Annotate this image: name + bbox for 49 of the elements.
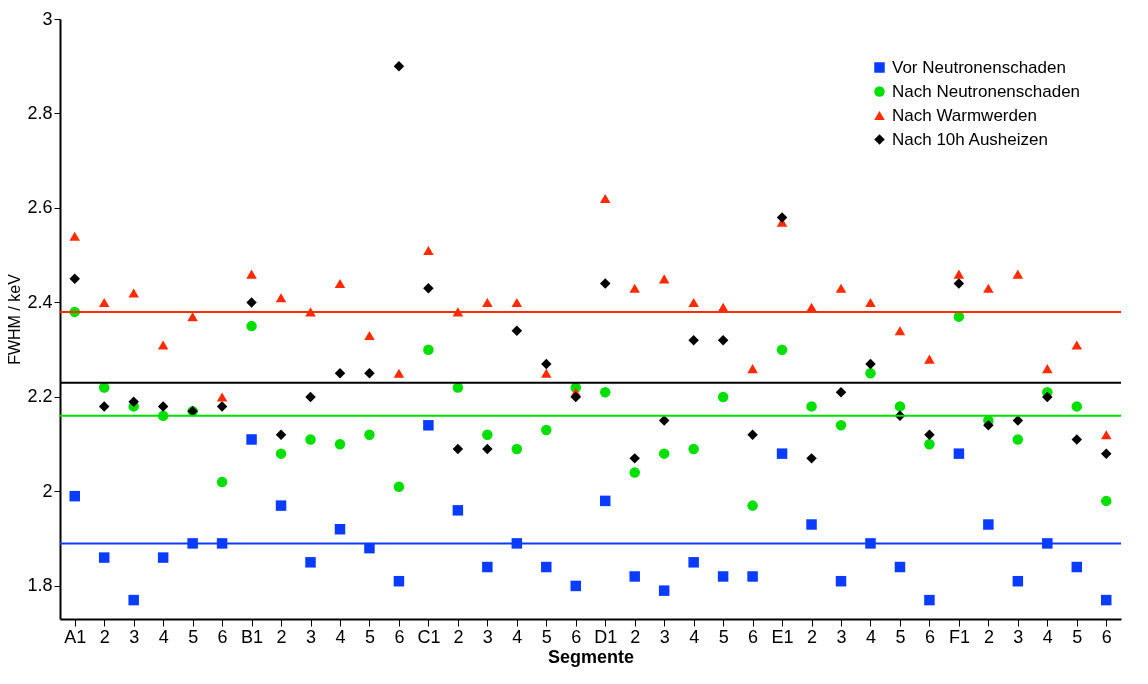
y-axis-title: FWHM / keV xyxy=(6,273,24,365)
y-tick-label: 2.2 xyxy=(27,386,53,407)
x-tick-label: 2 xyxy=(630,626,641,647)
x-tick-label: 5 xyxy=(541,626,552,647)
x-tick-label: E1 xyxy=(771,626,794,647)
x-tick-label: 3 xyxy=(836,626,847,647)
y-tick-label: 3 xyxy=(42,8,53,29)
legend-label: Vor Neutronenschaden xyxy=(892,57,1066,77)
x-tick-label: 6 xyxy=(571,626,582,647)
x-tick-label: B1 xyxy=(241,626,264,647)
x-tick-label: 2 xyxy=(276,626,287,647)
x-tick-label: 5 xyxy=(364,626,375,647)
x-tick-label: 5 xyxy=(718,626,729,647)
x-tick-label: 4 xyxy=(335,626,346,647)
x-tick-label: 6 xyxy=(1101,626,1112,647)
y-tick-label: 2 xyxy=(42,480,53,501)
x-tick-label: 4 xyxy=(689,626,700,647)
x-tick-label: 3 xyxy=(129,626,140,647)
x-tick-label: 6 xyxy=(924,626,935,647)
y-tick-label: 2.4 xyxy=(27,291,53,312)
x-tick-label: 4 xyxy=(1042,626,1053,647)
x-tick-label: 3 xyxy=(659,626,670,647)
x-tick-label: 4 xyxy=(512,626,523,647)
y-tick-label: 2.6 xyxy=(27,197,53,218)
x-tick-label: 2 xyxy=(99,626,110,647)
x-tick-label: D1 xyxy=(594,626,618,647)
x-tick-label: 2 xyxy=(807,626,818,647)
x-tick-label: 3 xyxy=(1013,626,1024,647)
x-tick-label: 5 xyxy=(895,626,906,647)
x-tick-label: 6 xyxy=(748,626,759,647)
x-tick-label: 6 xyxy=(217,626,228,647)
x-tick-label: 3 xyxy=(482,626,493,647)
x-tick-label: 5 xyxy=(188,626,199,647)
x-tick-label: 5 xyxy=(1072,626,1083,647)
legend-label: Nach 10h Ausheizen xyxy=(892,129,1048,149)
y-tick-label: 2.8 xyxy=(27,102,53,123)
x-tick-label: 4 xyxy=(865,626,876,647)
legend-label: Nach Warmwerden xyxy=(892,105,1037,125)
x-tick-label: A1 xyxy=(64,626,87,647)
legend-label: Nach Neutronenschaden xyxy=(892,81,1081,101)
x-tick-label: 2 xyxy=(453,626,464,647)
x-axis-title: Segmente xyxy=(547,646,635,667)
x-tick-label: 6 xyxy=(394,626,405,647)
x-tick-label: 3 xyxy=(306,626,317,647)
y-tick-label: 1.8 xyxy=(27,575,53,596)
x-tick-label: F1 xyxy=(948,626,970,647)
x-tick-label: C1 xyxy=(417,626,441,647)
x-tick-label: 4 xyxy=(158,626,169,647)
x-tick-label: 2 xyxy=(983,626,994,647)
